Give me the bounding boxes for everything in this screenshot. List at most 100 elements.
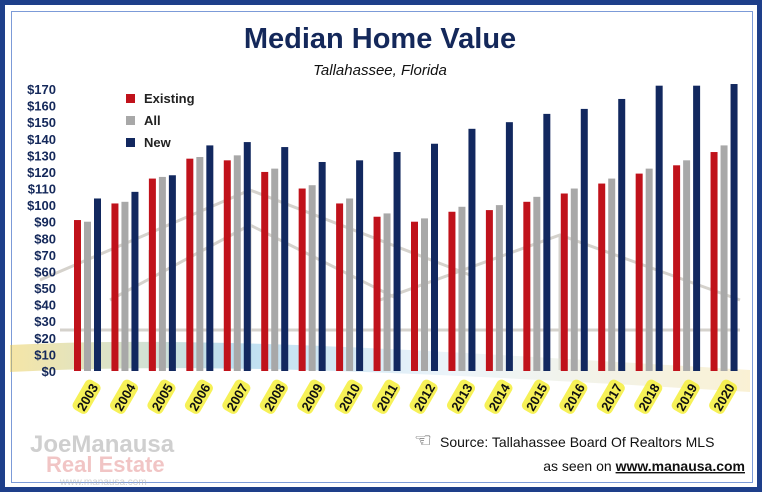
source-text: Source: Tallahassee Board Of Realtors ML… <box>440 434 714 450</box>
logo-line-1: JoeManausa <box>30 431 175 458</box>
hand-icon: ☜ <box>414 430 432 452</box>
bar-existing-2006 <box>186 158 194 371</box>
legend-label-existing: Existing <box>144 91 195 106</box>
company-logo: JoeManausa Real Estate www.manausa.com <box>30 431 175 488</box>
bar-new-2015 <box>543 113 551 371</box>
x-tick-highlight <box>259 379 288 414</box>
bar-new-2020 <box>730 84 738 371</box>
bar-all-2011 <box>383 213 391 371</box>
y-tick-label: $0 <box>42 364 56 379</box>
bar-new-2004 <box>131 191 139 371</box>
bar-existing-2014 <box>485 210 493 371</box>
source-block: ☜ Source: Tallahassee Board Of Realtors … <box>414 430 745 474</box>
bar-all-2004 <box>121 201 129 371</box>
y-tick-label: $50 <box>34 281 56 296</box>
bar-existing-2017 <box>598 183 606 371</box>
y-tick-label: $140 <box>27 132 56 147</box>
bar-existing-2015 <box>523 201 531 371</box>
x-tick-highlight <box>671 379 700 414</box>
x-tick-highlight <box>372 379 401 414</box>
y-tick-label: $170 <box>27 82 56 97</box>
x-tick-highlight <box>559 379 588 414</box>
x-tick-highlight <box>446 379 476 414</box>
bar-existing-2018 <box>635 173 643 371</box>
bar-all-2017 <box>608 178 616 371</box>
bar-new-2009 <box>318 161 326 371</box>
legend-label-new: New <box>144 135 172 150</box>
x-tick-highlight <box>634 379 663 414</box>
legend: Existing All New <box>126 91 195 150</box>
bar-new-2011 <box>393 152 401 371</box>
bar-existing-2009 <box>298 188 306 371</box>
bar-new-2017 <box>618 98 626 371</box>
bar-new-2005 <box>168 175 176 371</box>
bar-new-2010 <box>356 160 364 371</box>
bar-existing-2020 <box>710 152 718 371</box>
website-link[interactable]: www.manausa.com <box>615 458 745 474</box>
chart-title: Median Home Value <box>244 23 516 55</box>
x-tick-highlight <box>184 379 213 414</box>
bar-all-2020 <box>720 145 728 371</box>
bar-all-2013 <box>458 206 466 371</box>
x-tick-highlight <box>484 379 513 414</box>
bar-all-2019 <box>683 160 691 371</box>
bar-existing-2012 <box>411 221 418 371</box>
legend-swatch-new <box>126 138 135 147</box>
bar-all-2007 <box>233 155 241 371</box>
bar-new-2019 <box>693 85 701 372</box>
legend-swatch-all <box>126 116 135 125</box>
y-tick-label: $90 <box>34 215 56 230</box>
bar-all-2003 <box>84 221 91 371</box>
legend-label-all: All <box>144 113 161 128</box>
legend-swatch-existing <box>126 94 135 103</box>
chart-inner-border <box>11 11 753 483</box>
bar-existing-2016 <box>560 193 568 371</box>
x-tick-highlight <box>709 379 738 414</box>
y-tick-label: $110 <box>28 182 56 197</box>
bar-existing-2010 <box>336 203 344 371</box>
x-tick-highlight <box>521 379 550 414</box>
bar-existing-2019 <box>673 165 681 371</box>
x-tick-highlight <box>297 379 326 414</box>
x-tick-highlight <box>596 379 625 414</box>
x-tick-highlight <box>147 379 176 414</box>
bar-existing-2008 <box>261 171 269 371</box>
logo-line-3: www.manausa.com <box>59 477 147 488</box>
y-tick-label: $70 <box>34 248 56 263</box>
seen-on-prefix: as seen on <box>543 458 615 474</box>
y-tick-label: $150 <box>27 115 56 130</box>
y-tick-label: $120 <box>27 165 56 180</box>
bar-new-2012 <box>431 143 438 371</box>
bar-new-2013 <box>468 128 476 371</box>
bar-all-2015 <box>533 196 541 371</box>
bar-all-2014 <box>495 205 503 371</box>
bar-new-2008 <box>281 147 289 371</box>
bar-all-2008 <box>271 168 279 371</box>
bar-existing-2007 <box>223 160 231 371</box>
y-tick-label: $80 <box>34 231 56 246</box>
bar-new-2016 <box>580 108 588 371</box>
bar-existing-2005 <box>148 178 156 371</box>
bar-new-2003 <box>94 198 101 371</box>
x-tick-highlight <box>109 379 139 414</box>
seen-on-line: as seen on www.manausa.com <box>543 458 745 474</box>
y-tick-label: $130 <box>27 148 56 163</box>
chart-subtitle: Tallahassee, Florida <box>313 62 447 79</box>
bar-new-2007 <box>243 142 251 371</box>
y-axis: $0 $10$20 $30$40 $50 $60$70 $80$90 $100$110 $12… <box>27 82 56 379</box>
bar-existing-2003 <box>74 220 81 371</box>
x-tick-highlight <box>222 379 251 414</box>
y-tick-label: $60 <box>34 264 56 279</box>
y-tick-label: $30 <box>34 314 56 329</box>
bar-new-2018 <box>655 85 663 372</box>
y-tick-label: $160 <box>27 99 56 114</box>
x-tick-highlight <box>409 379 438 414</box>
bar-all-2009 <box>308 185 316 371</box>
bar-all-2012 <box>421 218 428 371</box>
y-tick-label: $40 <box>34 298 56 313</box>
bar-new-2014 <box>505 122 513 371</box>
bar-all-2006 <box>196 157 204 371</box>
y-tick-label: $10 <box>34 347 56 362</box>
x-tick-highlight <box>334 379 363 414</box>
